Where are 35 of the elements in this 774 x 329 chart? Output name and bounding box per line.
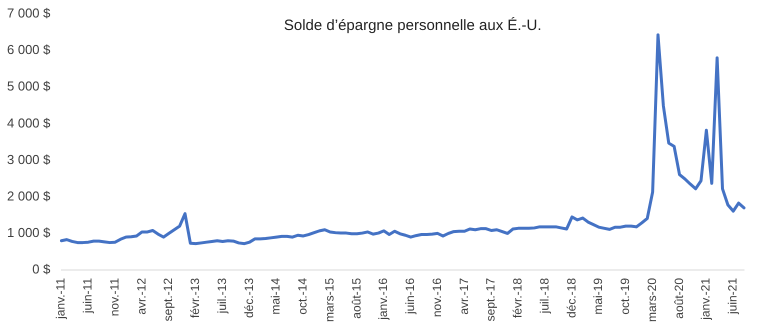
x-tick-label: juil.-18: [537, 278, 552, 314]
x-tick-label: mai-14: [268, 278, 283, 315]
x-tick-label: janv.-21: [698, 278, 713, 321]
x-tick-label: mars-15: [322, 278, 336, 322]
x-tick-label: déc.-13: [242, 278, 256, 318]
y-tick-label: 2 000 $: [7, 188, 52, 204]
x-tick-label: juin-16: [403, 278, 418, 316]
x-tick-label: nov.-16: [430, 278, 444, 318]
y-tick-label: 7 000 $: [7, 6, 52, 21]
x-tick-label: juin-11: [80, 278, 95, 314]
x-tick-label: août-15: [349, 278, 364, 319]
x-tick-label: mars-20: [644, 278, 659, 322]
x-tick-label: août-20: [672, 278, 686, 319]
x-tick-label: janv.-16: [376, 278, 390, 321]
x-tick-label: sept.-17: [484, 278, 498, 322]
y-tick-label: 6 000 $: [7, 42, 52, 58]
x-tick-label: juin-21: [726, 278, 740, 316]
x-tick-label: avr.-12: [134, 278, 148, 315]
x-tick-label: oct.-19: [618, 278, 632, 315]
x-tick-label: sept.-12: [161, 278, 176, 322]
x-tick-label: nov.-11: [107, 278, 122, 316]
y-tick-label: 0 $: [32, 262, 52, 277]
x-tick-label: avr.-17: [456, 278, 471, 315]
y-tick-label: 1 000 $: [7, 225, 52, 240]
x-tick-label: févr.-18: [510, 278, 525, 318]
x-tick-label: déc.-18: [564, 278, 578, 318]
y-tick-label: 3 000 $: [7, 152, 52, 167]
x-tick-label: juil.-13: [214, 278, 229, 314]
x-tick-label: oct.-14: [296, 278, 310, 315]
x-tick-label: févr.-13: [188, 278, 202, 318]
y-tick-label: 5 000 $: [7, 78, 52, 94]
x-tick-label: mai-19: [591, 278, 606, 315]
x-tick-label: janv.-11: [54, 278, 68, 320]
y-tick-label: 4 000 $: [7, 115, 52, 130]
chart-title: Solde d’épargne personnelle aux É.-U.: [284, 16, 542, 34]
